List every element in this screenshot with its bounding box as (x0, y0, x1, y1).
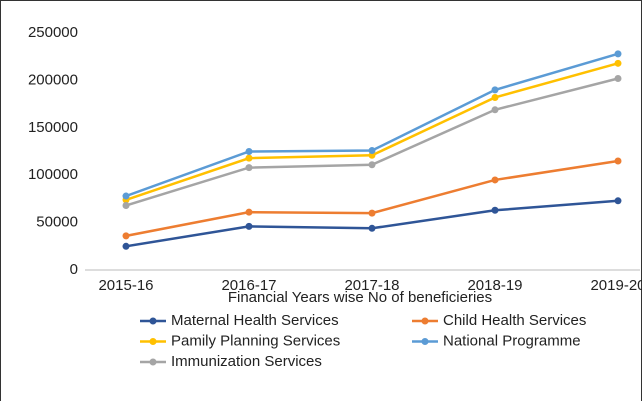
data-point (245, 148, 253, 155)
data-point (245, 208, 253, 216)
x-tick-label: 2015-16 (98, 277, 153, 294)
data-point (368, 224, 376, 232)
y-tick-label: 250000 (28, 24, 78, 41)
legend-marker (149, 317, 157, 325)
data-point (122, 242, 130, 250)
data-point (614, 50, 622, 58)
data-point (614, 59, 622, 67)
legend-label: Child Health Services (443, 312, 586, 329)
data-point (245, 222, 253, 230)
data-point (491, 176, 499, 184)
data-point (491, 106, 499, 114)
data-point (122, 202, 130, 210)
data-point (245, 154, 253, 162)
x-tick-label: 2019-20 (590, 277, 642, 294)
y-tick-label: 0 (70, 261, 78, 278)
x-tick-label: 2016-17 (221, 277, 276, 294)
data-point (368, 209, 376, 217)
data-point (491, 86, 499, 94)
series-line (125, 77, 619, 207)
x-axis-label: Financial Years wise No of beneficieries (228, 289, 492, 306)
x-tick-label: 2018-19 (467, 277, 522, 294)
legend-marker (421, 317, 429, 325)
data-point (491, 93, 499, 101)
legend-marker (421, 338, 429, 345)
series-line (125, 159, 619, 238)
data-point (368, 161, 376, 169)
x-tick-label: 2017-18 (344, 277, 399, 294)
legend-label: National Programme (443, 332, 581, 349)
data-point (614, 75, 622, 83)
data-point (122, 192, 130, 200)
legend-label: Pamily Planning Services (171, 332, 340, 349)
data-point (368, 147, 376, 155)
legend-marker (149, 338, 157, 345)
series-line (125, 199, 619, 248)
data-point (491, 206, 499, 214)
legend-label: Immunization Services (171, 353, 322, 370)
data-point (122, 232, 130, 240)
legend-marker (149, 358, 157, 366)
y-tick-label: 50000 (36, 214, 78, 231)
data-point (245, 164, 253, 172)
y-tick-label: 200000 (28, 71, 78, 88)
data-point (614, 157, 622, 165)
y-tick-label: 150000 (28, 119, 78, 136)
y-tick-label: 100000 (28, 166, 78, 183)
data-point (614, 197, 622, 205)
series-line (125, 62, 619, 202)
legend-label: Maternal Health Services (171, 312, 339, 329)
